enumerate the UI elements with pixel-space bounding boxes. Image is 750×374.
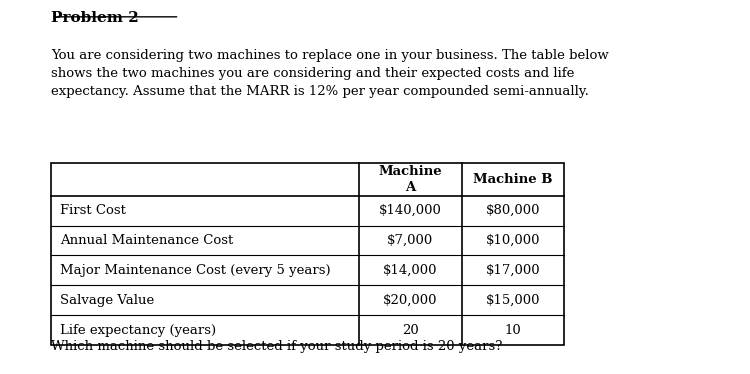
- Text: Salvage Value: Salvage Value: [60, 294, 154, 307]
- Text: $15,000: $15,000: [486, 294, 540, 307]
- Text: $14,000: $14,000: [383, 264, 438, 277]
- Text: Annual Maintenance Cost: Annual Maintenance Cost: [60, 234, 233, 247]
- Text: Machine
A: Machine A: [379, 165, 442, 194]
- Text: $20,000: $20,000: [383, 294, 438, 307]
- Text: 20: 20: [402, 324, 418, 337]
- Text: $7,000: $7,000: [387, 234, 433, 247]
- Text: You are considering two machines to replace one in your business. The table belo: You are considering two machines to repl…: [51, 49, 609, 98]
- Text: 10: 10: [505, 324, 521, 337]
- Text: Major Maintenance Cost (every 5 years): Major Maintenance Cost (every 5 years): [60, 264, 331, 277]
- Text: $140,000: $140,000: [379, 204, 442, 217]
- Text: Machine B: Machine B: [473, 173, 553, 186]
- Text: $10,000: $10,000: [486, 234, 540, 247]
- Text: Which machine should be selected if your study period is 20 years?: Which machine should be selected if your…: [51, 340, 503, 353]
- Text: Life expectancy (years): Life expectancy (years): [60, 324, 216, 337]
- Text: First Cost: First Cost: [60, 204, 126, 217]
- Text: Problem 2: Problem 2: [51, 11, 139, 25]
- Text: $17,000: $17,000: [486, 264, 540, 277]
- Text: $80,000: $80,000: [486, 204, 540, 217]
